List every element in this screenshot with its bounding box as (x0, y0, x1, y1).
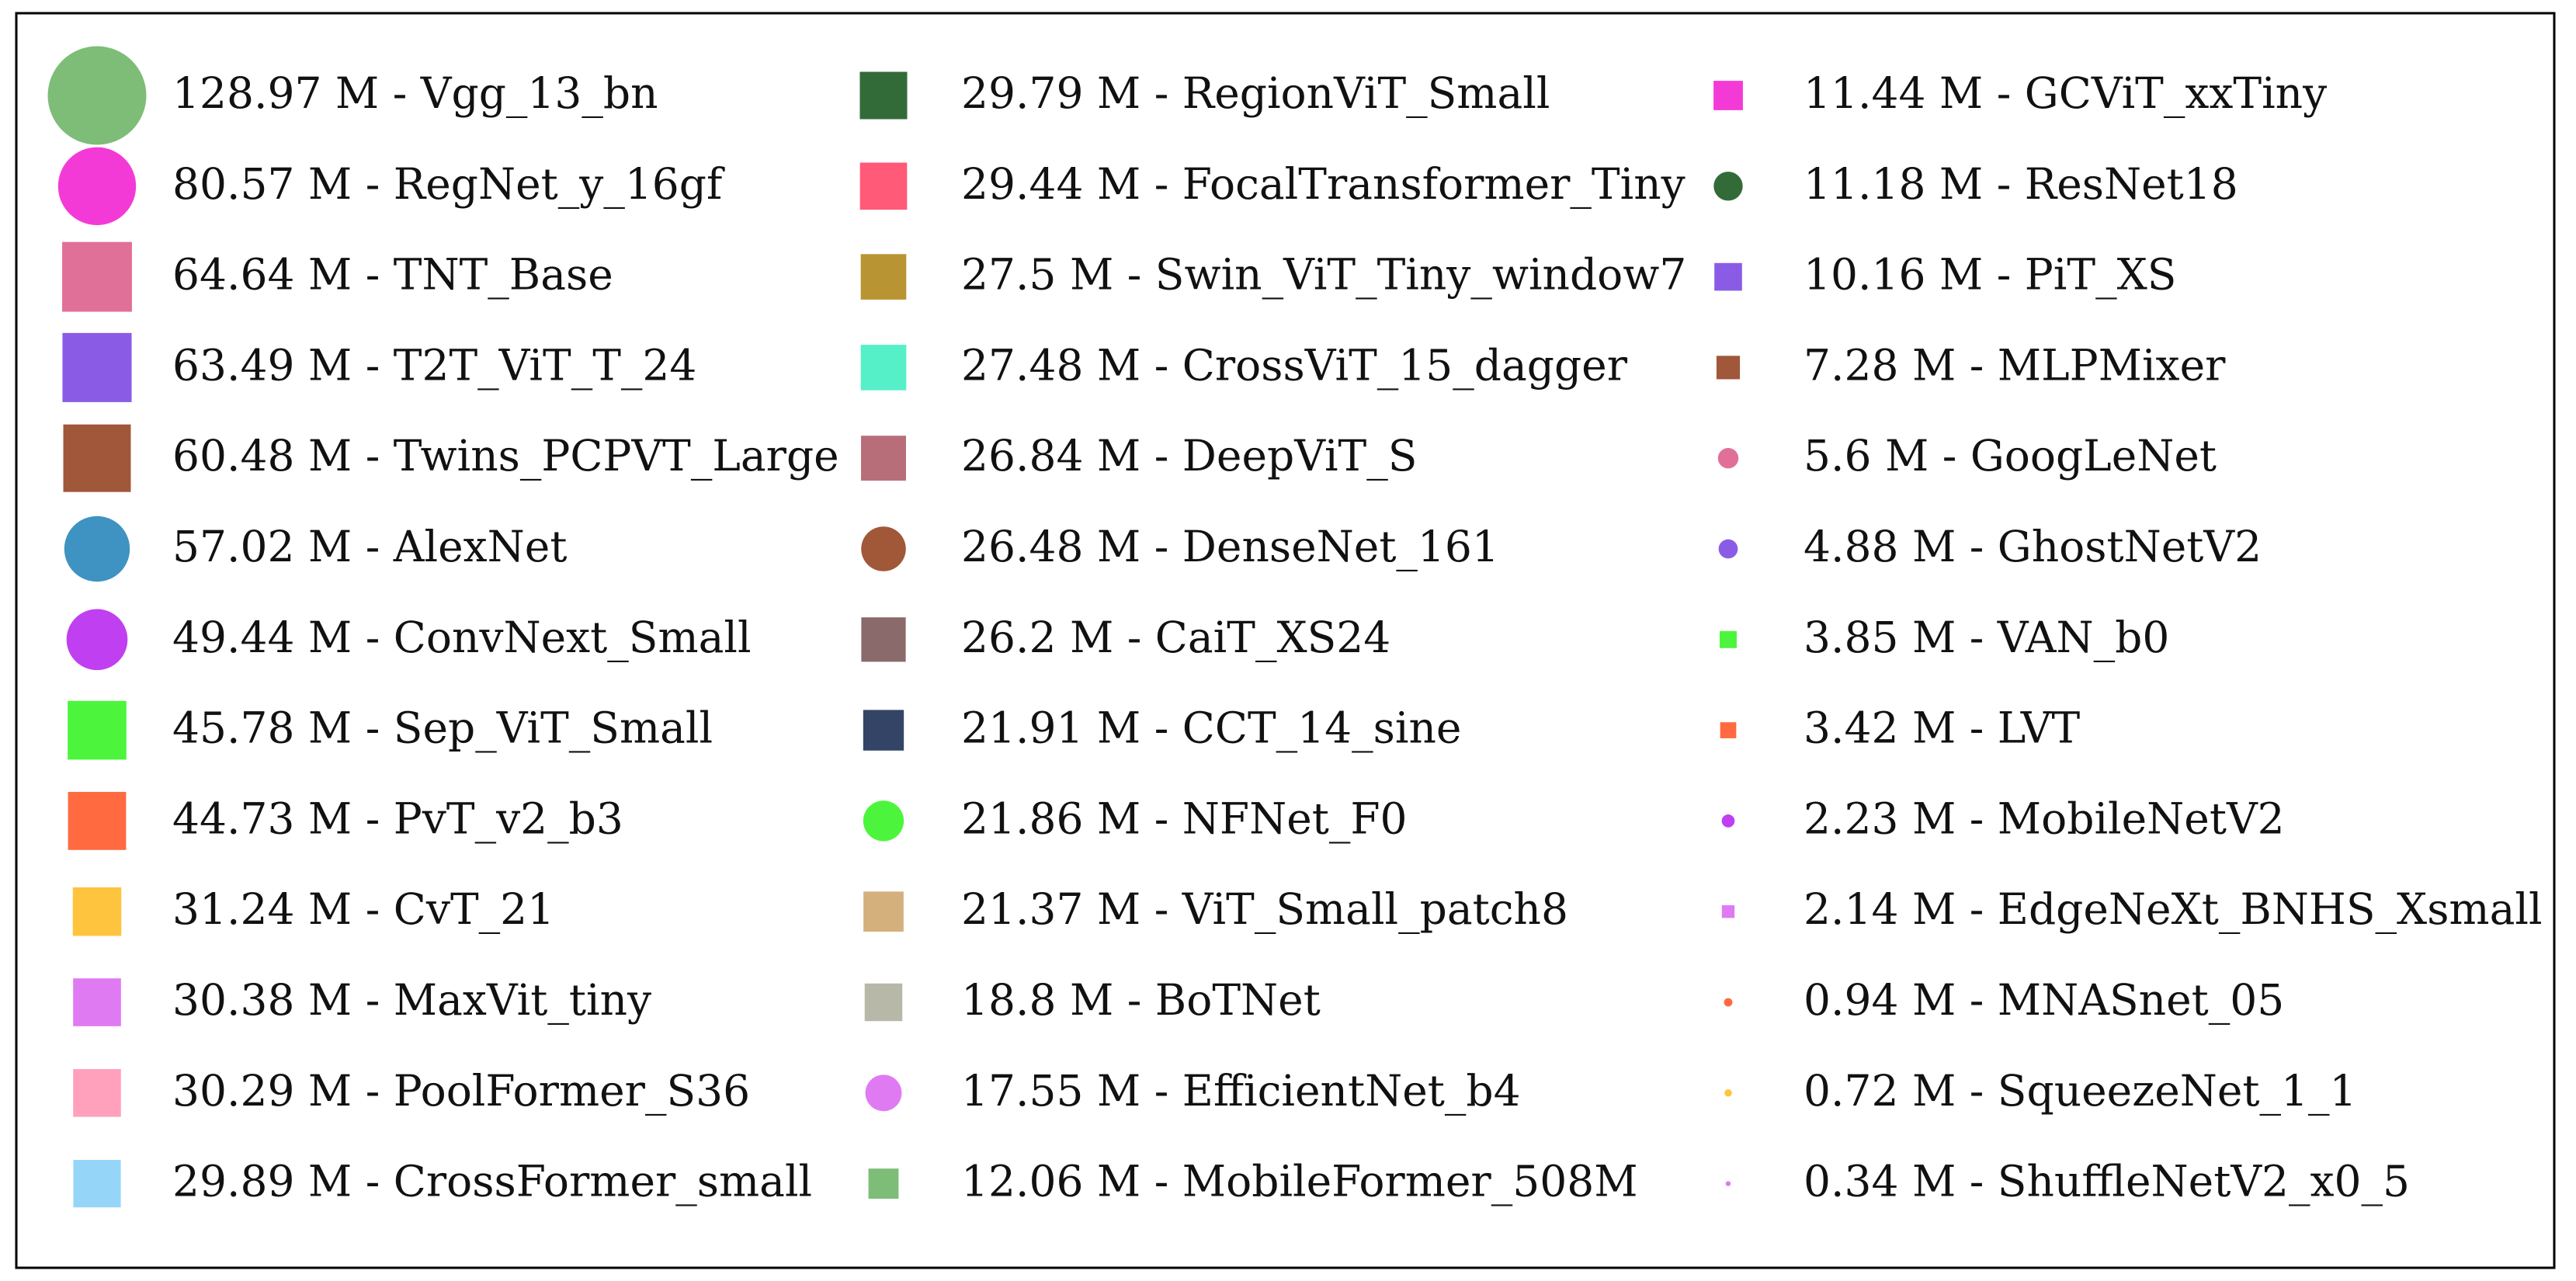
legend-marker (861, 436, 906, 481)
legend-marker (863, 710, 904, 751)
legend-marker (62, 241, 132, 312)
legend-label: 26.2 M - CaiT_XS24 (961, 613, 1390, 662)
legend-label: 26.84 M - DeepViT_S (961, 431, 1417, 481)
legend-label: 29.44 M - FocalTransformer_Tiny (961, 159, 1686, 209)
legend-marker (1717, 447, 1739, 469)
legend-marker (73, 978, 121, 1026)
legend-marker (64, 516, 130, 582)
legend-label: 80.57 M - RegNet_y_16gf (172, 159, 725, 209)
legend-label: 11.44 M - GCViT_xxTiny (1804, 68, 2327, 118)
legend-label: 2.23 M - MobileNetV2 (1804, 793, 2285, 843)
legend-marker (1718, 539, 1738, 559)
legend-marker (68, 700, 127, 760)
legend-marker (863, 891, 904, 932)
legend-label: 45.78 M - Sep_ViT_Small (172, 703, 713, 753)
legend-marker (860, 254, 907, 300)
legend-marker (868, 1168, 899, 1199)
legend-label: 5.6 M - GoogLeNet (1804, 431, 2217, 481)
legend-label: 4.88 M - GhostNetV2 (1804, 522, 2262, 571)
legend-label: 0.72 M - SqueezeNet_1_1 (1804, 1066, 2357, 1116)
legend-label: 44.73 M - PvT_v2_b3 (172, 793, 623, 843)
legend-marker (1713, 172, 1743, 201)
legend-label: 3.42 M - LVT (1804, 703, 2081, 753)
legend-label: 21.37 M - ViT_Small_patch8 (961, 884, 1568, 934)
legend-marker (1725, 1181, 1731, 1186)
legend-label: 3.85 M - VAN_b0 (1804, 613, 2169, 662)
legend-marker (1724, 998, 1733, 1007)
legend-label: 0.34 M - ShuffleNetV2_x0_5 (1804, 1157, 2410, 1206)
legend-label: 21.86 M - NFNet_F0 (961, 793, 1408, 843)
legend-marker (1724, 1089, 1732, 1097)
legend-marker (864, 983, 903, 1022)
legend-marker (1716, 356, 1741, 380)
legend-marker (57, 147, 137, 225)
legend-label: 29.79 M - RegionViT_Small (961, 68, 1550, 118)
legend-marker (66, 609, 128, 671)
legend-label: 0.94 M - MNASnet_05 (1804, 975, 2284, 1025)
legend-marker (63, 424, 131, 492)
legend-label: 2.14 M - EdgeNeXt_BNHS_Xsmall (1804, 884, 2543, 934)
legend-label: 26.48 M - DenseNet_161 (961, 522, 1499, 571)
legend-label: 64.64 M - TNT_Base (172, 250, 613, 300)
legend-marker (859, 162, 908, 210)
legend-marker (861, 526, 906, 571)
legend-label: 27.48 M - CrossViT_15_dagger (961, 340, 1628, 390)
legend-label: 31.24 M - CvT_21 (172, 884, 554, 934)
legend-label: 17.55 M - EfficientNet_b4 (961, 1066, 1521, 1116)
legend-label: 30.29 M - PoolFormer_S36 (172, 1066, 750, 1116)
legend-label: 12.06 M - MobileFormer_508M (961, 1157, 1638, 1206)
legend-label: 21.91 M - CCT_14_sine (961, 703, 1461, 753)
legend-marker (861, 617, 906, 662)
legend-marker (1721, 905, 1735, 918)
legend-label: 10.16 M - PiT_XS (1804, 250, 2176, 300)
legend-marker (860, 345, 907, 391)
legend-marker (865, 1074, 902, 1112)
legend-marker (47, 46, 147, 145)
legend-label: 57.02 M - AlexNet (172, 522, 567, 571)
legend-marker (1720, 630, 1737, 648)
legend-marker (73, 1160, 121, 1208)
legend-label: 49.44 M - ConvNext_Small (172, 613, 752, 662)
legend-label: 18.8 M - BoTNet (961, 975, 1321, 1025)
legend-marker (72, 887, 122, 936)
legend-label: 60.48 M - Twins_PCPVT_Large (172, 431, 839, 481)
legend-marker (1720, 722, 1737, 738)
legend-label: 11.18 M - ResNet18 (1804, 159, 2238, 209)
legend-label: 7.28 M - MLPMixer (1804, 340, 2226, 390)
legend-marker (1721, 814, 1735, 828)
legend-label: 30.38 M - MaxVit_tiny (172, 975, 651, 1025)
legend-frame (15, 12, 2556, 1269)
legend-marker (73, 1069, 121, 1117)
legend-marker (859, 71, 908, 120)
legend-marker (1713, 81, 1743, 110)
legend-marker (863, 800, 904, 842)
legend-marker (1714, 262, 1742, 291)
legend-label: 27.5 M - Swin_ViT_Tiny_window7 (961, 250, 1686, 300)
legend-label: 63.49 M - T2T_ViT_T_24 (172, 340, 696, 390)
legend-marker (62, 332, 132, 402)
legend-label: 128.97 M - Vgg_13_bn (172, 68, 658, 118)
legend-label: 29.89 M - CrossFormer_small (172, 1157, 812, 1206)
legend-marker (68, 792, 127, 850)
